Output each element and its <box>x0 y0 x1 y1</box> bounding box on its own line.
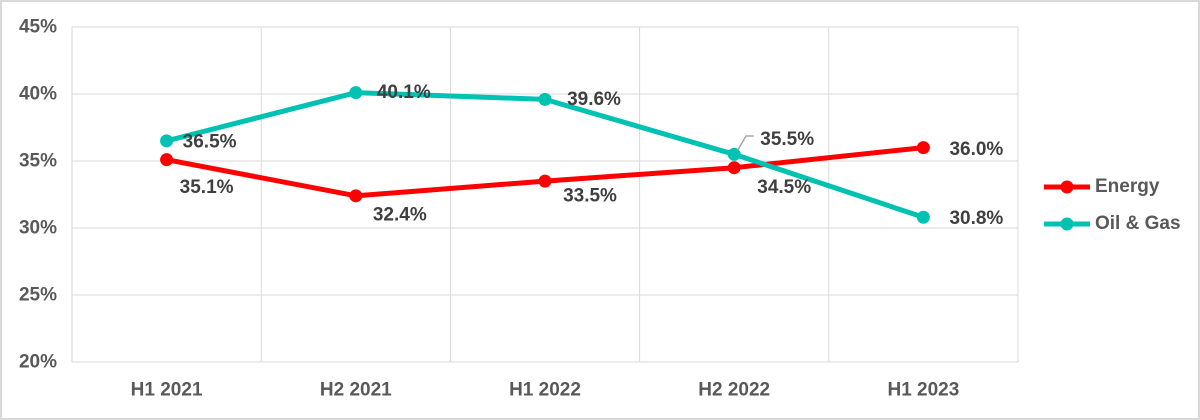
legend-item-oil-gas[interactable]: Oil & Gas <box>1044 211 1181 236</box>
series-marker <box>916 210 930 224</box>
legend-marker-icon <box>1044 217 1090 230</box>
label-leader-lines <box>737 135 754 151</box>
legend-marker-icon <box>1044 180 1090 193</box>
data-label: 30.8% <box>949 208 1003 229</box>
series-marker <box>538 92 552 106</box>
series-marker <box>349 86 363 100</box>
series-marker <box>727 161 741 175</box>
data-label: 39.6% <box>567 89 621 110</box>
data-label: 35.5% <box>760 129 814 150</box>
y-axis-tick-label: 20% <box>19 352 57 373</box>
y-axis-tick-label: 40% <box>19 84 57 105</box>
data-labels: 35.1% 32.4% 33.5% 34.5% 36.0% 36.5% 40.1% 39.6%… <box>180 82 1004 229</box>
y-axis-tick-label: 30% <box>19 218 57 239</box>
series-lines <box>160 86 930 224</box>
x-axis-tick-label: H1 2022 <box>509 380 581 401</box>
data-label: 32.4% <box>373 204 427 225</box>
x-axis-tick-label: H2 2022 <box>698 380 770 401</box>
x-axis-tick-label: H1 2023 <box>887 380 959 401</box>
data-label: 35.1% <box>180 177 234 198</box>
legend-label: Oil & Gas <box>1095 212 1181 234</box>
series-marker <box>160 134 174 148</box>
series-marker <box>727 147 741 161</box>
data-label-leader-line <box>737 135 754 151</box>
series-marker <box>160 153 174 167</box>
x-axis-tick-label: H2 2021 <box>320 380 392 401</box>
y-axis-tick-label: 35% <box>19 151 57 172</box>
data-label: 36.0% <box>949 139 1003 160</box>
series-line-1 <box>164 90 926 220</box>
legend: Energy Oil & Gas <box>1044 174 1181 236</box>
legend-label: Energy <box>1095 175 1160 197</box>
data-label: 36.5% <box>183 131 237 152</box>
y-axis-tick-label: 25% <box>19 285 57 306</box>
data-label: 40.1% <box>377 82 431 103</box>
x-axis-tick-label: H1 2021 <box>131 380 203 401</box>
data-label: 34.5% <box>757 177 811 198</box>
legend-item-energy[interactable]: Energy <box>1044 174 1181 199</box>
series-marker <box>349 189 363 203</box>
axis-tick-labels: 45% 40% 35% 30% 25% 20% H1 2021 H2 2021 H1 2022 H… <box>19 17 959 401</box>
series-marker <box>916 141 930 155</box>
y-axis-tick-label: 45% <box>19 17 57 38</box>
series-marker <box>538 174 552 188</box>
data-label: 33.5% <box>563 186 617 207</box>
